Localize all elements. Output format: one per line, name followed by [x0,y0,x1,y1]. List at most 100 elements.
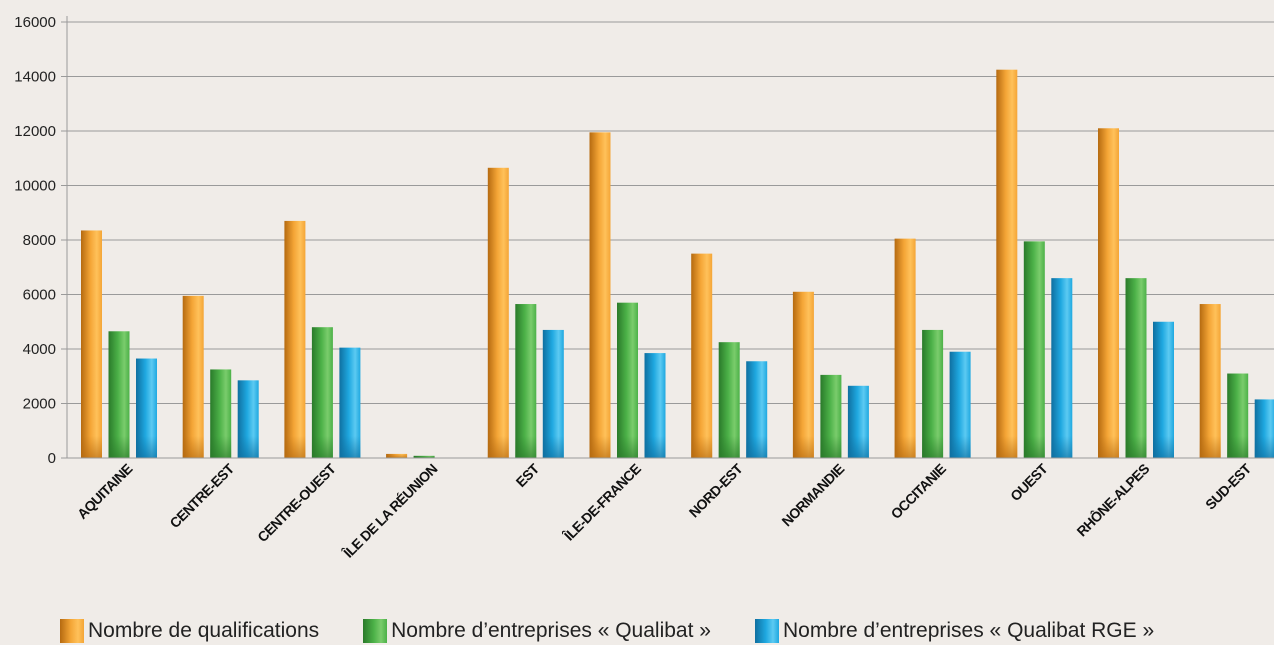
y-tick-label: 10000 [14,178,56,195]
legend-label: Nombre d’entreprises « Qualibat RGE » [782,619,1155,642]
bar-base-shade [644,436,666,458]
bar [339,347,361,458]
bar-base-shade [487,436,509,458]
bar [1051,278,1073,458]
bar-base-shade [1098,436,1119,458]
bar-base-shade [792,436,814,458]
bar [1098,128,1119,458]
bar [487,167,509,458]
bar-base-shade [237,436,259,458]
bar-base-shade [718,436,740,458]
y-tick-label: 16000 [14,14,56,31]
legend-item-qualibat-rge: Nombre d’entreprises « Qualibat RGE » [754,619,1155,643]
bar [515,304,537,458]
bar-chart: 0 2000 4000 6000 8000 10000 12000 14000 16000 AQ… [14,14,1274,562]
bar-base-shade [746,436,768,458]
bars [81,69,1274,459]
bar-base-shade [339,436,361,458]
x-axis: AQUITAINE CENTRE-EST CENTRE-OUEST ÎLE DE LA… [67,457,1274,562]
x-category-label: SUD-EST [1202,460,1255,513]
bar-base-shade [820,436,842,458]
bar [311,327,333,458]
legend: Nombre de qualifications Nombre d’entrep… [60,619,1154,643]
y-axis: 0 2000 4000 6000 8000 10000 12000 14000 16000 [14,14,68,467]
bar [644,353,666,458]
y-tick-label: 12000 [14,123,56,140]
bar-base-shade [1125,436,1147,458]
bar [81,230,102,458]
y-tick-label: 4000 [23,341,56,358]
x-category-label: NORMANDIE [778,461,847,530]
x-category-label: ÎLE DE LA RÉUNION [339,460,441,562]
bar-base-shade [182,436,204,458]
legend-swatch-blue [754,619,779,643]
y-tick-label: 0 [48,450,56,467]
bar [894,238,916,458]
bar [746,361,768,458]
bar [1125,278,1147,458]
x-category-label: OUEST [1007,460,1051,504]
bar-base-shade [81,436,102,458]
bar-base-shade [515,436,537,458]
bar-base-shade [136,436,157,458]
bar [1023,241,1045,458]
bar-base-shade [284,436,306,458]
bar-base-shade [589,436,611,458]
bar [617,302,638,458]
bar [922,329,944,458]
bar [542,329,564,458]
bar-base-shade [1153,436,1174,458]
bar [210,369,232,458]
bar-base-shade [1199,436,1221,458]
bar-base-shade [996,436,1018,458]
bar-base-shade [949,436,971,458]
bar [1199,304,1221,458]
bar [182,295,204,458]
bar [284,220,306,458]
bar-base-shade [1254,436,1274,458]
legend-item-qualibat: Nombre d’entreprises « Qualibat » [363,619,711,643]
bar-base-shade [691,436,713,458]
bar-base-shade [1023,436,1045,458]
bar [136,358,157,458]
x-category-label: CENTRE-EST [166,460,237,531]
bar [718,342,740,458]
bar-base-shade [1051,436,1073,458]
bar-base-shade [386,453,408,458]
legend-label: Nombre de qualifications [88,619,320,642]
bar-base-shade [311,436,333,458]
legend-swatch-green [363,619,388,643]
bar-base-shade [922,436,944,458]
y-tick-label: 6000 [23,287,56,304]
x-category-label: OCCITANIE [888,461,949,522]
legend-swatch-orange [60,619,84,643]
bar-base-shade [210,436,232,458]
x-category-label: NORD-EST [686,460,746,520]
bar [996,69,1018,458]
bar [1153,321,1174,458]
y-tick-label: 14000 [14,69,56,86]
bar-base-shade [108,436,130,458]
x-category-label: ÎLE-DE-FRANCE [559,460,643,544]
bar-base-shade [847,436,869,458]
x-category-label: CENTRE-OUEST [254,460,339,545]
legend-label: Nombre d’entreprises « Qualibat » [391,619,711,642]
x-category-label: EST [513,460,543,490]
bar [949,351,971,458]
bar [691,253,713,458]
bar-base-shade [413,455,435,458]
legend-item-qualifications: Nombre de qualifications [60,619,319,643]
bar [792,291,814,458]
x-category-label: AQUITAINE [74,461,135,522]
bar-base-shade [1227,436,1249,458]
bar [108,331,130,458]
x-category-label: RHÔNE-ALPES [1073,460,1153,540]
y-tick-label: 2000 [23,396,56,413]
bar-base-shade [894,436,916,458]
bar-base-shade [617,436,638,458]
bar [589,132,611,459]
y-tick-label: 8000 [23,232,56,249]
bar-base-shade [542,436,564,458]
gridlines [67,21,1274,459]
